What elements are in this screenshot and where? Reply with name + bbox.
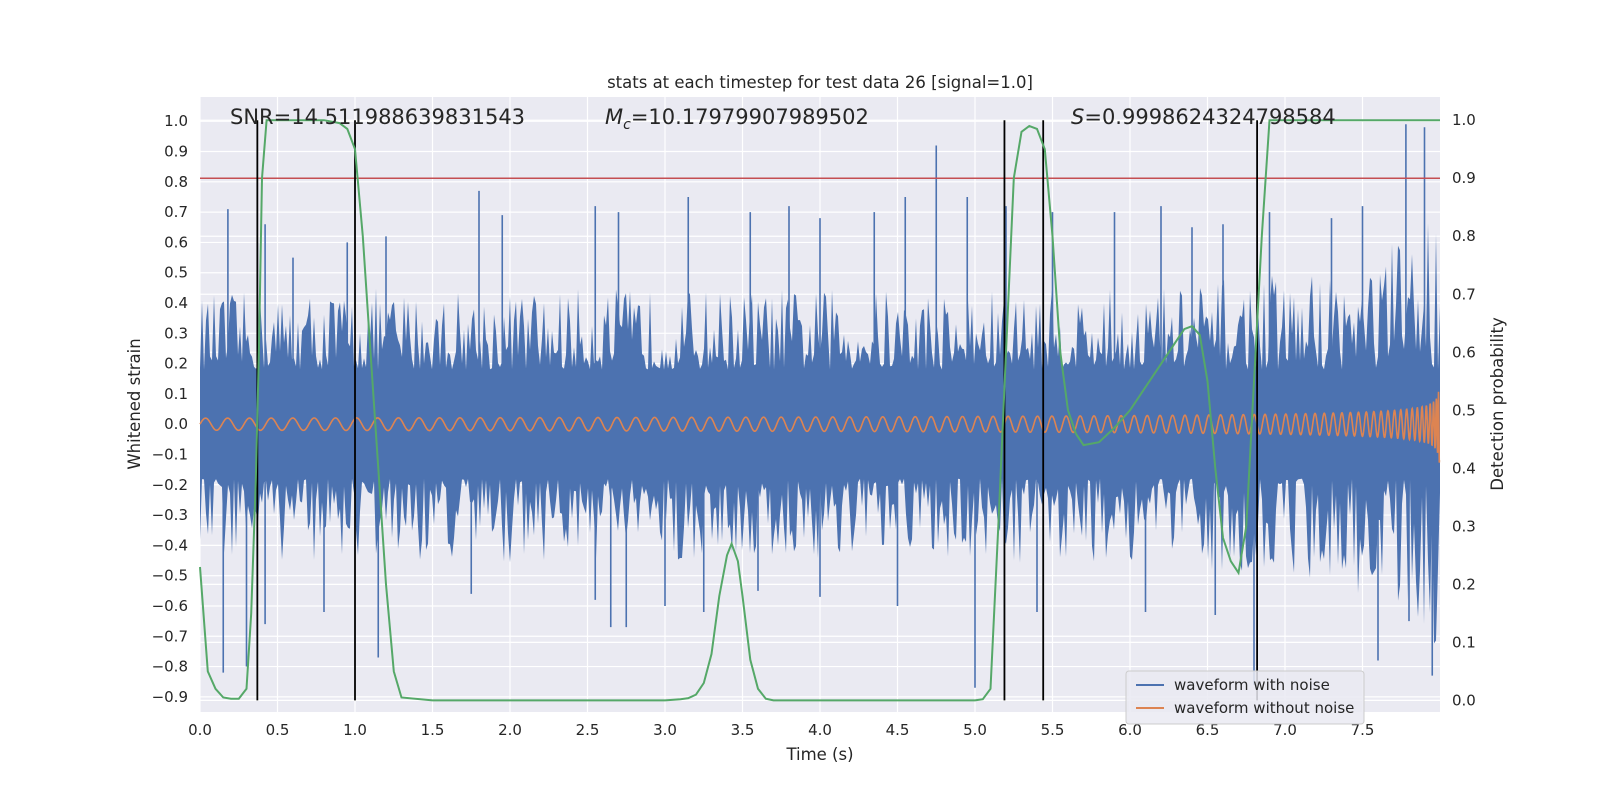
y2-tick-label: 0.3 [1452,517,1476,535]
mc-value: =10.17979907989502 [631,105,869,129]
mc-symbol: M [605,105,623,129]
x-tick-label: 0.0 [188,721,212,739]
x-tick-label: 7.5 [1351,721,1375,739]
y-tick-label: 0.0 [164,415,188,433]
legend: waveform with noise waveform without noi… [1125,670,1365,725]
x-tick-label: 6.5 [1196,721,1220,739]
chirp-mass-annotation: Mc=10.17979907989502 [605,105,869,133]
x-axis-ticks: 0.0 0.5 1.0 1.5 2.0 2.5 3.0 3.5 4.0 4.5 5.0 5.5 6.0 6… [188,721,1374,739]
s-annotation: S=0.9998624324798584 [1071,105,1336,129]
y2-tick-label: 0.8 [1452,227,1476,245]
y2-tick-label: 0.5 [1452,401,1476,419]
mc-subscript: c [623,117,631,133]
y-tick-label: 1.0 [164,112,188,130]
y-axis-ticks: 1.0 0.9 0.8 0.7 0.6 0.5 0.4 0.3 0.2 0.1 0.0 −0.1 −0.… [152,112,188,706]
x-tick-label: 7.0 [1273,721,1297,739]
x-axis-label: Time (s) [785,745,853,764]
x-tick-label: 3.5 [731,721,755,739]
series-layer [199,119,1441,702]
chart-title: stats at each timestep for test data 26 … [607,73,1033,92]
legend-box [1125,670,1365,725]
y-tick-label: 0.4 [164,294,188,312]
x-tick-label: 5.5 [1041,721,1065,739]
x-tick-label: 4.5 [886,721,910,739]
y2-tick-label: 0.7 [1452,285,1476,303]
y-tick-label: 0.5 [164,264,188,282]
y-axis-label: Whitened strain [125,338,144,469]
y2-tick-label: 0.1 [1452,633,1476,651]
vertical-lines [256,120,1258,701]
y2-axis-label: Detection probability [1488,317,1507,491]
x-tick-label: 3.0 [653,721,677,739]
x-tick-label: 6.0 [1118,721,1142,739]
snr-annotation: SNR=14.511988639831543 [230,105,525,129]
y2-axis-ticks: 1.0 0.9 0.8 0.7 0.6 0.5 0.4 0.3 0.2 0.1 0.0 [1452,111,1476,709]
y2-tick-label: 0.9 [1452,169,1476,187]
y-tick-label: 0.7 [164,203,188,221]
y-tick-label: 0.3 [164,324,188,342]
y2-tick-label: 0.6 [1452,343,1476,361]
x-tick-label: 5.0 [963,721,987,739]
x-tick-label: 0.5 [266,721,290,739]
s-symbol: S [1071,105,1084,129]
y-tick-label: 0.6 [164,233,188,251]
s-value: =0.9998624324798584 [1084,105,1335,129]
y-tick-label: 0.1 [164,385,188,403]
series-detection-probability [199,119,1440,702]
y-tick-label: −0.6 [152,597,188,615]
y-tick-label: −0.3 [152,506,188,524]
y-tick-label: −0.8 [152,658,188,676]
x-tick-label: 1.5 [421,721,445,739]
y2-tick-label: 0.4 [1452,459,1476,477]
y-tick-label: 0.2 [164,355,188,373]
x-tick-label: 2.5 [576,721,600,739]
x-tick-label: 1.0 [343,721,367,739]
noise-peaks [222,124,1434,688]
y-tick-label: 0.8 [164,173,188,191]
y-tick-label: −0.5 [152,567,188,585]
y-tick-label: −0.9 [152,688,188,706]
y2-tick-label: 0.2 [1452,575,1476,593]
y-tick-label: 0.9 [164,143,188,161]
y2-tick-label: 0.0 [1452,691,1476,709]
series-waveform-without-noise [199,391,1441,463]
y-tick-label: −0.7 [152,627,188,645]
legend-label-noise: waveform with noise [1174,676,1330,694]
legend-label-clean: waveform without noise [1174,699,1354,717]
x-tick-label: 2.0 [498,721,522,739]
y-tick-label: −0.2 [152,476,188,494]
y-tick-label: −0.4 [152,536,188,554]
x-tick-label: 4.0 [808,721,832,739]
y2-tick-label: 1.0 [1452,111,1476,129]
y-tick-label: −0.1 [152,445,188,463]
